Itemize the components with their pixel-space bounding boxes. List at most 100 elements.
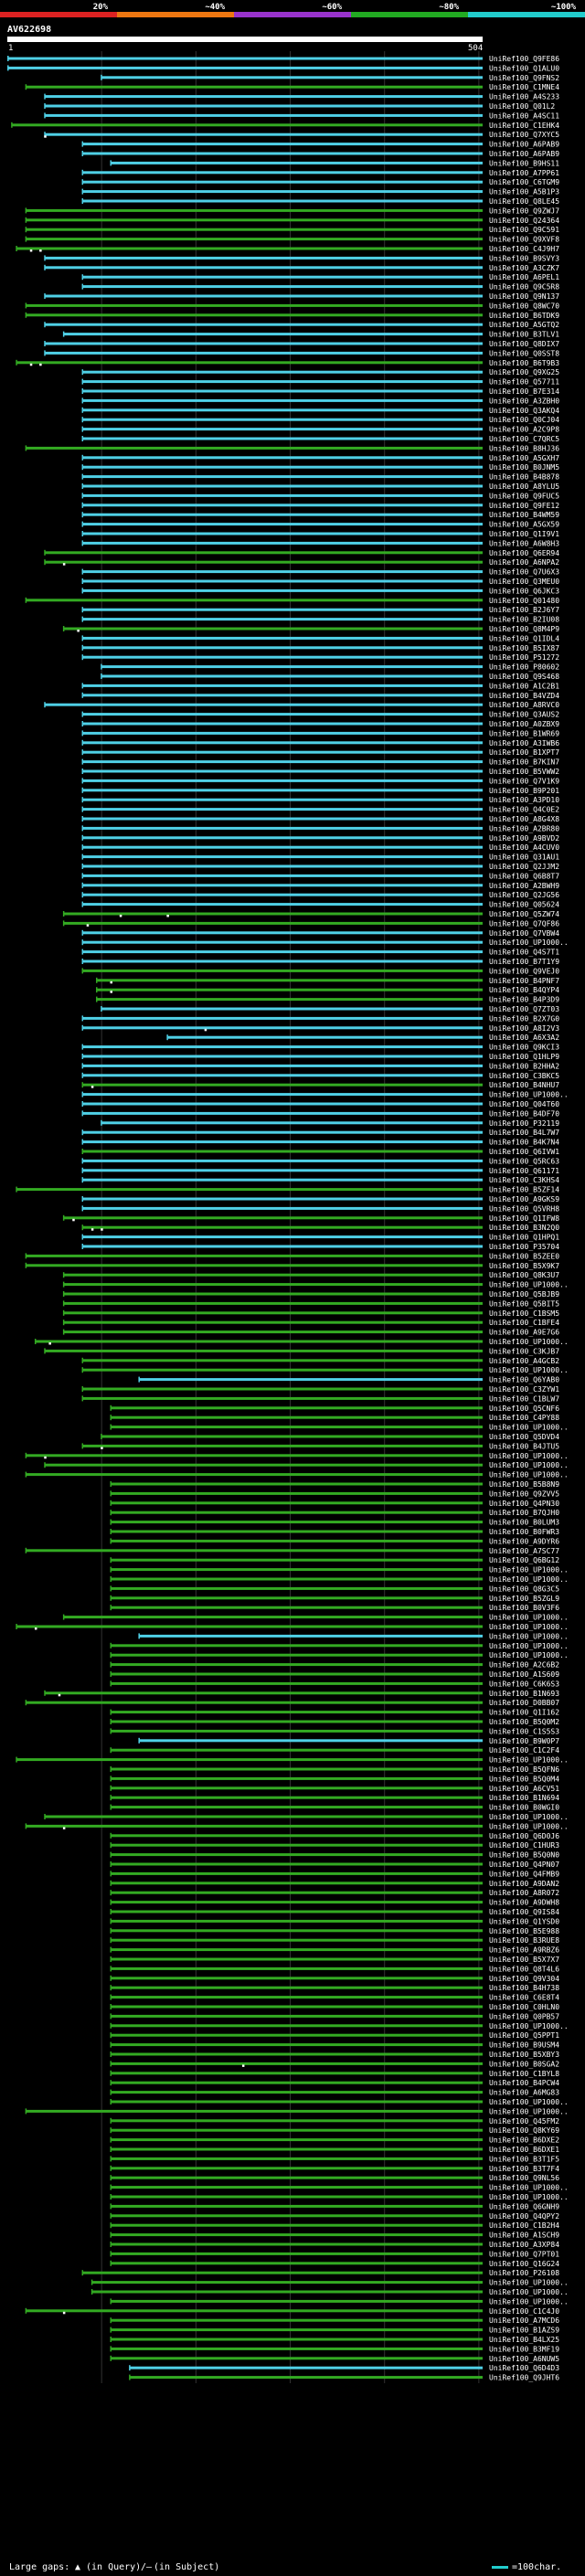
hit-row[interactable]: UniRef100_Q16G24 bbox=[110, 2260, 559, 2268]
hit-row[interactable]: UniRef100_A2C6B2 bbox=[110, 1661, 559, 1670]
hit-label[interactable]: UniRef100_C3KJB7 bbox=[489, 1347, 559, 1355]
hit-label[interactable]: UniRef100_Q05624 bbox=[489, 901, 559, 909]
hit-label[interactable]: UniRef100_B2IU08 bbox=[489, 616, 559, 624]
hit-row[interactable]: UniRef100_B6DXE1 bbox=[110, 2146, 559, 2154]
hit-bar[interactable] bbox=[82, 504, 484, 507]
hit-label[interactable]: UniRef100_Q9VEJ0 bbox=[489, 967, 559, 975]
hit-row[interactable]: UniRef100_UP1000.. bbox=[25, 1822, 569, 1830]
hit-bar[interactable] bbox=[82, 484, 484, 488]
hit-label[interactable]: UniRef100_B9HS11 bbox=[489, 159, 559, 167]
hit-label[interactable]: UniRef100_B6TDK9 bbox=[489, 312, 559, 320]
hit-label[interactable]: UniRef100_B6T9B3 bbox=[489, 359, 559, 367]
hit-label[interactable]: UniRef100_A6PEL1 bbox=[489, 273, 559, 281]
hit-row[interactable]: UniRef100_B5VWW2 bbox=[81, 768, 560, 776]
hit-label[interactable]: UniRef100_B0WGI0 bbox=[489, 1804, 559, 1812]
hit-bar[interactable] bbox=[101, 1007, 483, 1011]
hit-bar[interactable] bbox=[82, 779, 484, 782]
hit-row[interactable]: UniRef100_B2HHA2 bbox=[81, 1062, 560, 1070]
hit-label[interactable]: UniRef100_Q61171 bbox=[489, 1167, 559, 1175]
hit-row[interactable]: UniRef100_Q6JKC3 bbox=[81, 587, 560, 595]
hit-bar[interactable] bbox=[111, 2157, 483, 2160]
hit-bar[interactable] bbox=[16, 1188, 483, 1192]
hit-row[interactable]: UniRef100_C3KHS4 bbox=[81, 1176, 560, 1184]
hit-bar[interactable] bbox=[111, 1415, 483, 1419]
hit-bar[interactable] bbox=[63, 1301, 484, 1305]
hit-bar[interactable] bbox=[82, 579, 484, 583]
hit-bar[interactable] bbox=[82, 1083, 484, 1087]
hit-label[interactable]: UniRef100_Q0CJ04 bbox=[489, 416, 559, 424]
hit-label[interactable]: UniRef100_UP1000.. bbox=[489, 1651, 569, 1659]
hit-bar[interactable] bbox=[111, 1834, 483, 1838]
hit-label[interactable]: UniRef100_B4WM59 bbox=[489, 511, 559, 519]
hit-label[interactable]: UniRef100_Q3AKQ4 bbox=[489, 407, 559, 415]
hit-bar[interactable] bbox=[82, 1169, 484, 1172]
hit-row[interactable]: UniRef100_Q4S7T1 bbox=[81, 949, 560, 957]
hit-bar[interactable] bbox=[82, 1045, 484, 1049]
hit-row[interactable]: UniRef100_Q7ZT03 bbox=[101, 1005, 559, 1013]
hit-bar[interactable] bbox=[82, 588, 484, 592]
hit-bar[interactable] bbox=[91, 2281, 483, 2284]
hit-row[interactable]: UniRef100_B5B8N9 bbox=[110, 1480, 559, 1489]
hit-bar[interactable] bbox=[97, 979, 484, 982]
hit-row[interactable]: UniRef100_Q9C591 bbox=[25, 226, 560, 234]
hit-row[interactable]: UniRef100_Q5BIT5 bbox=[62, 1299, 559, 1308]
hit-label[interactable]: UniRef100_A8YLU5 bbox=[489, 482, 559, 491]
hit-label[interactable]: UniRef100_C4J9H7 bbox=[489, 245, 559, 253]
hit-label[interactable]: UniRef100_A4CUV0 bbox=[489, 843, 559, 852]
hit-row[interactable]: UniRef100_A6PAB9 bbox=[81, 141, 560, 149]
hit-label[interactable]: UniRef100_Q8M4P9 bbox=[489, 625, 559, 633]
hit-bar[interactable] bbox=[63, 333, 484, 336]
hit-label[interactable]: UniRef100_B0V3F6 bbox=[489, 1604, 559, 1612]
hit-row[interactable]: UniRef100_UP1000.. bbox=[110, 2022, 569, 2030]
hit-row[interactable]: UniRef100_B4B878 bbox=[81, 473, 560, 482]
hit-row[interactable]: UniRef100_Q9C5R8 bbox=[81, 283, 560, 292]
hit-row[interactable]: UniRef100_B4H738 bbox=[110, 1984, 559, 1992]
hit-bar[interactable] bbox=[26, 599, 484, 602]
hit-label[interactable]: UniRef100_Q4C0E2 bbox=[489, 806, 559, 814]
hit-label[interactable]: UniRef100_Q6IVW1 bbox=[489, 1148, 559, 1156]
hit-bar[interactable] bbox=[45, 703, 484, 706]
hit-row[interactable]: UniRef100_C4PY88 bbox=[110, 1414, 559, 1422]
hit-row[interactable]: UniRef100_Q3MEU0 bbox=[81, 578, 560, 586]
hit-label[interactable]: UniRef100_Q8T4L6 bbox=[489, 1965, 559, 1973]
hit-label[interactable]: UniRef100_A3XP84 bbox=[489, 2241, 559, 2249]
hit-row[interactable]: UniRef100_P80602 bbox=[101, 663, 559, 672]
hit-bar[interactable] bbox=[111, 1786, 483, 1790]
hit-label[interactable]: UniRef100_A2C6B2 bbox=[489, 1661, 559, 1670]
hit-bar[interactable] bbox=[26, 85, 484, 89]
hit-label[interactable]: UniRef100_A1C2B1 bbox=[489, 682, 559, 690]
hit-row[interactable]: UniRef100_Q5RC63 bbox=[81, 1157, 560, 1165]
hit-row[interactable]: UniRef100_Q4FMB9 bbox=[110, 1870, 559, 1878]
hit-bar[interactable] bbox=[111, 2091, 483, 2094]
hit-label[interactable]: UniRef100_A5GTQ2 bbox=[489, 321, 559, 329]
hit-bar[interactable] bbox=[82, 1396, 484, 1400]
hit-bar[interactable] bbox=[82, 1140, 484, 1144]
hit-row[interactable]: UniRef100_P51272 bbox=[81, 653, 560, 662]
hit-row[interactable]: UniRef100_UP1000.. bbox=[110, 1575, 569, 1584]
hit-bar[interactable] bbox=[63, 1216, 484, 1220]
hit-label[interactable]: UniRef100_Q01L2 bbox=[489, 102, 555, 111]
hit-bar[interactable] bbox=[111, 1644, 483, 1648]
hit-label[interactable]: UniRef100_C1MNE4 bbox=[489, 83, 559, 91]
hit-row[interactable]: UniRef100_C1BFE4 bbox=[62, 1319, 559, 1327]
hit-bar[interactable] bbox=[82, 1074, 484, 1077]
hit-label[interactable]: UniRef100_Q8K3U7 bbox=[489, 1271, 559, 1279]
hit-row[interactable]: UniRef100_B0FWR3 bbox=[110, 1528, 559, 1536]
hit-bar[interactable] bbox=[82, 541, 484, 545]
hit-row[interactable]: UniRef100_A3PD10 bbox=[81, 796, 560, 804]
hit-bar[interactable] bbox=[97, 998, 484, 1002]
hit-bar[interactable] bbox=[63, 1292, 484, 1296]
hit-row[interactable]: UniRef100_A6CV51 bbox=[110, 1785, 559, 1793]
hit-label[interactable]: UniRef100_A3CZK7 bbox=[489, 264, 559, 272]
hit-row[interactable]: UniRef100_UP1000.. bbox=[62, 1614, 569, 1622]
hit-bar[interactable] bbox=[63, 1330, 484, 1334]
hit-bar[interactable] bbox=[82, 684, 484, 687]
hit-label[interactable]: UniRef100_UP1000.. bbox=[489, 2193, 569, 2201]
hit-row[interactable]: UniRef100_Q8WC70 bbox=[25, 302, 560, 310]
hit-label[interactable]: UniRef100_P35704 bbox=[489, 1243, 559, 1251]
hit-label[interactable]: UniRef100_UP1000.. bbox=[489, 1632, 569, 1640]
hit-row[interactable]: UniRef100_UP1000.. bbox=[44, 1461, 569, 1469]
hit-label[interactable]: UniRef100_A5B1P3 bbox=[489, 188, 559, 196]
hit-label[interactable]: UniRef100_Q0SST8 bbox=[489, 349, 559, 357]
hit-bar[interactable] bbox=[139, 1634, 483, 1638]
